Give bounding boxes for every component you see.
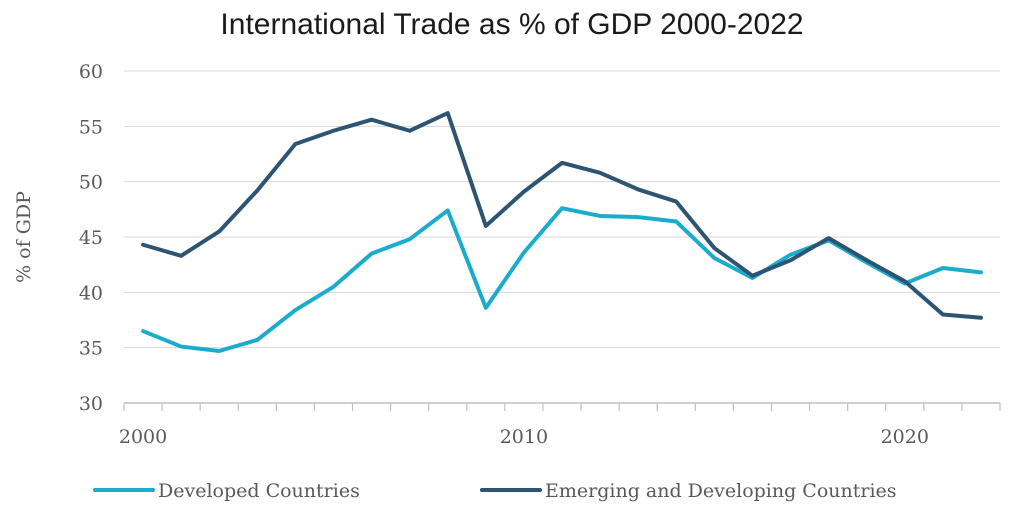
y-tick-label-60: 60 bbox=[79, 61, 103, 83]
legend-label-developed: Developed Countries bbox=[158, 480, 360, 502]
x-tick-label-2010: 2010 bbox=[500, 426, 548, 448]
y-tick-label-40: 40 bbox=[79, 282, 103, 304]
x-tick-label-2020: 2020 bbox=[881, 426, 929, 448]
y-axis-label: % of GDP bbox=[13, 191, 35, 283]
y-tick-label-45: 45 bbox=[79, 227, 103, 249]
y-tick-label-50: 50 bbox=[79, 172, 103, 194]
series-line-developed bbox=[141, 206, 983, 353]
series-line-emerging bbox=[141, 111, 983, 320]
y-tick-label-30: 30 bbox=[79, 393, 103, 415]
x-tick-label-2000: 2000 bbox=[119, 426, 167, 448]
legend-label-emerging: Emerging and Developing Countries bbox=[545, 480, 897, 502]
y-tick-label-55: 55 bbox=[79, 116, 103, 138]
y-tick-label-35: 35 bbox=[79, 338, 103, 360]
chart-title: International Trade as % of GDP 2000-202… bbox=[220, 8, 804, 41]
